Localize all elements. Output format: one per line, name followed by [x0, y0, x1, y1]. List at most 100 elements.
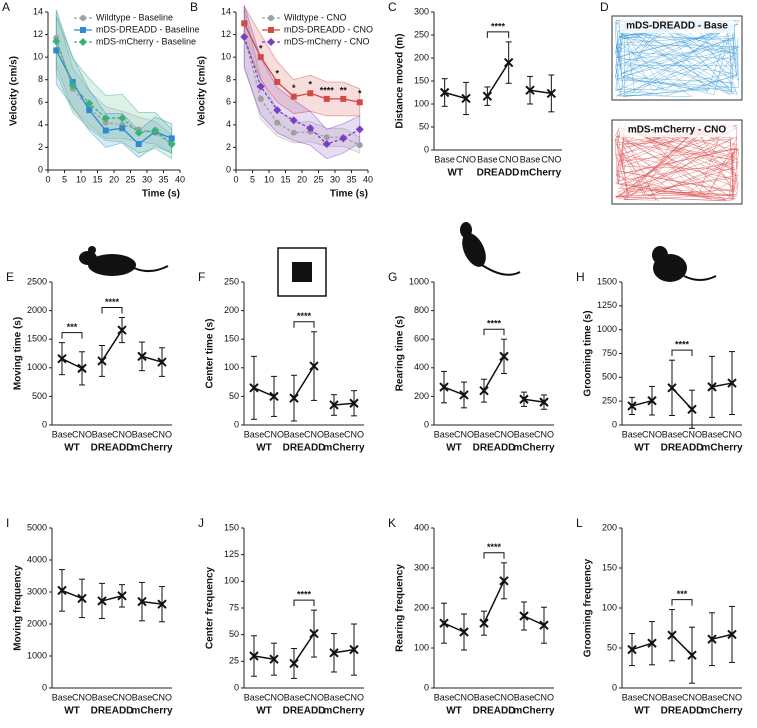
group-label: WT [64, 443, 80, 454]
group-label: DREADD [661, 706, 704, 717]
mean-marker [499, 576, 509, 586]
y-tick-label: 750 [602, 348, 617, 358]
mean-connector [101, 595, 123, 602]
x-tick-label: 40 [175, 174, 185, 184]
category-label: CNO [642, 429, 662, 439]
group-label: DREADD [91, 443, 134, 454]
y-tick-label: 0 [38, 164, 43, 174]
marker [102, 119, 109, 126]
legend-label: mDS-DREADD - CNO [284, 24, 373, 34]
mean-connector [523, 398, 545, 403]
panel: H 0 250 500 750 1000 1250 1500 Grooming time (s)… [576, 270, 743, 453]
group-label: DREADD [661, 443, 704, 454]
y-tick-label: 400 [414, 362, 429, 372]
y-tick-label: 200 [414, 52, 429, 62]
y-axis-label: Rearing time (s) [395, 316, 406, 392]
category-label: CNO [304, 429, 324, 439]
mean-marker [309, 361, 319, 371]
marker [80, 27, 86, 33]
group-label: WT [256, 443, 272, 454]
mean-marker [727, 378, 737, 388]
mean-marker [289, 393, 299, 403]
series-line [55, 37, 173, 145]
significance-label: **** [491, 21, 506, 31]
group-label: mCherry [513, 443, 555, 454]
y-tick-label: 200 [602, 522, 617, 532]
mean-marker [503, 57, 514, 68]
mean-marker [525, 85, 535, 95]
category-label: Base [622, 692, 643, 702]
mean-marker [479, 385, 489, 396]
x-axis-label: Time (s) [330, 189, 368, 200]
significance-label: **** [675, 340, 690, 350]
marker [168, 135, 175, 142]
group-label: mCherry [131, 706, 173, 717]
legend-label: Wildtype - Baseline [96, 12, 173, 22]
category-label: CNO [152, 429, 172, 439]
icon-center-arena [277, 247, 327, 297]
category-label: Base [514, 429, 535, 439]
category-label: Base [702, 692, 723, 702]
y-tick-label: 0 [612, 682, 617, 692]
mean-marker [647, 395, 657, 406]
marker [101, 114, 110, 123]
mean-marker [439, 618, 449, 628]
marker [86, 107, 93, 114]
mean-connector [141, 600, 163, 605]
y-tick-label: 100 [224, 362, 239, 372]
y-tick-label: 0 [612, 419, 617, 429]
category-label: CNO [722, 692, 742, 702]
y-tick-label: 300 [414, 562, 429, 572]
y-tick-label: 25 [229, 656, 239, 666]
mean-marker [77, 363, 87, 374]
category-label: Base [132, 692, 153, 702]
title-backdrop [620, 19, 734, 33]
panel: C 0 50 100 150 200 250 300 Distance moved (m) Bas… [388, 0, 562, 179]
y-tick-label: 0 [424, 144, 429, 154]
mean-marker [57, 353, 67, 364]
category-label: Base [514, 692, 535, 702]
y-tick-label: 150 [414, 75, 429, 85]
x-axis-label: Time (s) [142, 189, 180, 200]
panel-label: F [198, 270, 205, 284]
mean-marker [647, 638, 657, 648]
marker [267, 38, 275, 46]
category-label: CNO [541, 154, 561, 164]
significance-bracket [671, 349, 693, 357]
panel-label: G [388, 270, 397, 284]
marker [85, 99, 94, 108]
category-label: Base [434, 154, 455, 164]
y-tick-label: 100 [602, 602, 617, 612]
group-label: DREADD [91, 706, 134, 717]
x-tick-label: 35 [346, 174, 356, 184]
y-axis-label: Moving time (s) [13, 317, 24, 390]
y-tick-label: 600 [414, 334, 429, 344]
panel-label: I [6, 516, 9, 530]
y-tick-label: 1000 [597, 324, 617, 334]
category-label: CNO [72, 429, 92, 439]
y-tick-label: 50 [229, 391, 239, 401]
y-tick-label: 200 [414, 602, 429, 612]
y-axis-label: Center frequency [205, 566, 216, 649]
mean-marker [57, 585, 67, 596]
arena-title: mDS-DREADD - Base [626, 21, 728, 32]
category-label: CNO [642, 692, 662, 702]
mean-connector [443, 622, 465, 633]
mean-connector [443, 386, 465, 396]
mean-marker [349, 398, 359, 408]
mean-marker [137, 351, 147, 362]
y-tick-label: 50 [419, 121, 429, 131]
significance-bracket [293, 599, 315, 607]
marker [307, 90, 314, 97]
mean-marker [539, 397, 549, 407]
category-label: CNO [264, 429, 284, 439]
group-label: mCherry [323, 706, 365, 717]
mean-marker [157, 599, 167, 609]
marker [135, 141, 142, 148]
y-tick-label: 4 [38, 119, 43, 129]
x-tick-label: 35 [158, 174, 168, 184]
significance-bracket [101, 306, 123, 314]
mean-marker [667, 630, 677, 640]
significance-label: *** [67, 322, 78, 332]
